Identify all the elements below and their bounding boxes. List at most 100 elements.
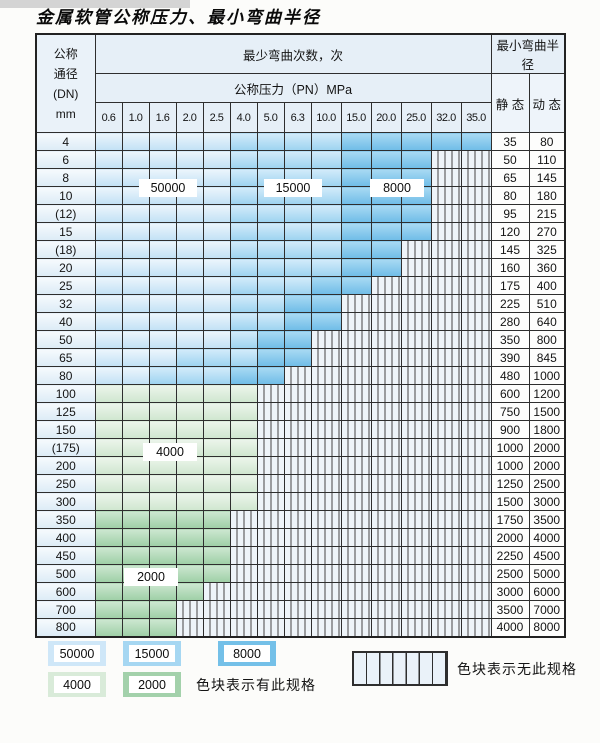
no-spec-cell xyxy=(400,258,432,277)
spec-cell-4000 xyxy=(94,456,123,475)
spec-cell-2000 xyxy=(94,546,123,565)
no-spec-cell xyxy=(460,348,492,367)
no-spec-cell xyxy=(310,510,342,529)
no-spec-hatch-swatch xyxy=(352,651,448,686)
table-row: 32 225 510 xyxy=(35,294,566,313)
no-spec-cell xyxy=(256,582,285,601)
legend-chip: 4000 xyxy=(48,672,106,697)
legend-present-label: 色块表示有此规格 xyxy=(196,676,316,693)
spec-cell-4000 xyxy=(175,384,204,403)
spec-cell-8000 xyxy=(283,312,312,331)
static-value: 3500 xyxy=(490,600,530,619)
spec-cell-2000 xyxy=(94,528,123,547)
no-spec-cell xyxy=(310,402,342,421)
dynamic-value: 4500 xyxy=(528,546,566,565)
table-row: 450 2250 4500 xyxy=(35,546,566,565)
bend-cycles-header: 最少弯曲次数，次 xyxy=(94,33,492,74)
spec-cell-15000 xyxy=(310,204,342,223)
table-row: 150 900 1800 xyxy=(35,420,566,439)
dn-cell: 40 xyxy=(35,312,96,331)
no-spec-cell xyxy=(283,438,312,457)
dn-cell: 6 xyxy=(35,150,96,169)
spec-cell-50000 xyxy=(202,150,231,169)
spec-cell-50000 xyxy=(121,240,150,259)
no-spec-cell xyxy=(310,600,342,619)
no-spec-cell xyxy=(370,564,402,583)
no-spec-cell xyxy=(430,420,462,439)
no-spec-cell xyxy=(283,456,312,475)
spec-cell-15000 xyxy=(229,294,258,313)
spec-cell-4000 xyxy=(229,474,258,493)
no-spec-cell xyxy=(310,582,342,601)
no-spec-cell xyxy=(370,618,402,637)
dynamic-value: 270 xyxy=(528,222,566,241)
static-value: 480 xyxy=(490,366,530,385)
spec-cell-15000 xyxy=(256,276,285,295)
spec-cell-8000 xyxy=(340,204,372,223)
spec-cell-2000 xyxy=(94,618,123,637)
dn-header-line: 通径 xyxy=(53,66,78,81)
spec-cell-50000 xyxy=(94,150,123,169)
spec-cell-4000 xyxy=(202,384,231,403)
pressure-tick: 25.0 xyxy=(400,102,432,133)
no-spec-cell xyxy=(460,384,492,403)
no-spec-cell xyxy=(175,600,204,619)
static-value: 225 xyxy=(490,294,530,313)
no-spec-cell xyxy=(202,618,231,637)
spec-cell-4000 xyxy=(229,402,258,421)
no-spec-cell xyxy=(340,510,372,529)
legend-chip-value: 2000 xyxy=(129,676,175,693)
legend-row-2: 4000 2000 色块表示有此规格 xyxy=(48,672,316,697)
spec-cell-15000 xyxy=(256,222,285,241)
dynamic-value: 325 xyxy=(528,240,566,259)
no-spec-cell xyxy=(256,564,285,583)
spec-cell-50000 xyxy=(148,258,177,277)
spec-cell-50000 xyxy=(202,294,231,313)
spec-cell-2000 xyxy=(121,510,150,529)
zone-value-label: 8000 xyxy=(370,179,424,197)
scan-artifact xyxy=(0,0,190,8)
spec-cell-4000 xyxy=(121,420,150,439)
no-spec-cell xyxy=(400,240,432,259)
table-row: 20 160 360 xyxy=(35,258,566,277)
pressure-tick: 15.0 xyxy=(340,102,372,133)
spec-cell-15000 xyxy=(283,204,312,223)
spec-cell-8000 xyxy=(340,150,372,169)
dn-cell: 15 xyxy=(35,222,96,241)
static-value: 35 xyxy=(490,132,530,151)
table-row: 200 1000 2000 xyxy=(35,456,566,475)
no-spec-cell xyxy=(340,528,372,547)
no-spec-cell xyxy=(400,528,432,547)
spec-cell-15000 xyxy=(202,366,231,385)
spec-cell-50000 xyxy=(121,366,150,385)
dynamic-value: 3000 xyxy=(528,492,566,511)
no-spec-cell xyxy=(430,348,462,367)
spec-cell-50000 xyxy=(175,132,204,151)
table-row: 100 600 1200 xyxy=(35,384,566,403)
dynamic-value: 110 xyxy=(528,150,566,169)
no-spec-cell xyxy=(460,240,492,259)
no-spec-cell xyxy=(430,186,462,205)
pressure-tick: 5.0 xyxy=(256,102,285,133)
spec-cell-50000 xyxy=(121,294,150,313)
no-spec-cell xyxy=(202,582,231,601)
no-spec-cell xyxy=(370,492,402,511)
no-spec-cell xyxy=(283,564,312,583)
no-spec-cell xyxy=(430,258,462,277)
spec-cell-50000 xyxy=(148,312,177,331)
dynamic-value: 510 xyxy=(528,294,566,313)
spec-cell-50000 xyxy=(202,132,231,151)
no-spec-cell xyxy=(340,384,372,403)
static-value: 600 xyxy=(490,384,530,403)
table-row: 6 50 110 xyxy=(35,150,566,169)
dynamic-value: 4000 xyxy=(528,528,566,547)
no-spec-cell xyxy=(256,618,285,637)
dynamic-value: 1200 xyxy=(528,384,566,403)
spec-cell-15000 xyxy=(256,150,285,169)
spec-cell-2000 xyxy=(202,510,231,529)
dynamic-value: 845 xyxy=(528,348,566,367)
spec-cell-8000 xyxy=(370,150,402,169)
spec-cell-8000 xyxy=(256,366,285,385)
spec-table: 公称 通径 (DN) mm 最少弯曲次数，次 最小弯曲半径 公称压力（PN）MPa 静 态动 … xyxy=(35,33,566,638)
spec-cell-4000 xyxy=(229,384,258,403)
